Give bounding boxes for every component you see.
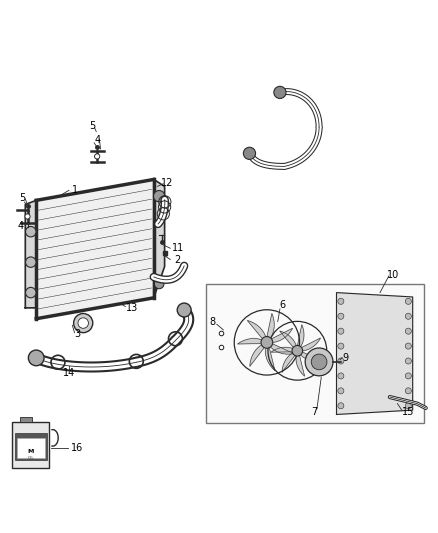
Circle shape <box>338 373 344 379</box>
Circle shape <box>95 154 100 159</box>
Circle shape <box>74 313 93 333</box>
Polygon shape <box>267 313 274 337</box>
Polygon shape <box>336 293 413 415</box>
Circle shape <box>153 190 165 202</box>
Polygon shape <box>154 180 165 298</box>
Polygon shape <box>282 353 295 372</box>
Circle shape <box>338 313 344 319</box>
Polygon shape <box>296 356 304 376</box>
Text: 15: 15 <box>402 407 414 417</box>
Circle shape <box>338 358 344 364</box>
Text: 2: 2 <box>174 255 181 265</box>
Bar <box>206 284 424 423</box>
Text: 10: 10 <box>387 270 399 280</box>
Bar <box>12 422 49 467</box>
Circle shape <box>28 350 44 366</box>
Circle shape <box>305 348 333 376</box>
Circle shape <box>405 343 411 349</box>
Circle shape <box>292 345 303 356</box>
Text: 12: 12 <box>161 177 173 188</box>
Circle shape <box>338 328 344 334</box>
Polygon shape <box>271 347 292 352</box>
Circle shape <box>338 343 344 349</box>
Polygon shape <box>297 325 304 346</box>
Circle shape <box>311 354 327 370</box>
Circle shape <box>177 303 191 317</box>
Text: 9: 9 <box>342 352 348 362</box>
Circle shape <box>405 358 411 364</box>
Polygon shape <box>247 320 265 338</box>
Polygon shape <box>271 344 294 354</box>
Text: 14: 14 <box>63 368 75 378</box>
Text: 7: 7 <box>311 407 318 417</box>
Circle shape <box>405 403 411 409</box>
Circle shape <box>405 328 411 334</box>
Text: 4: 4 <box>94 135 100 146</box>
Circle shape <box>338 298 344 304</box>
Text: 1: 1 <box>72 185 78 195</box>
Circle shape <box>274 86 286 99</box>
Bar <box>15 433 47 460</box>
Polygon shape <box>302 338 321 351</box>
Circle shape <box>405 298 411 304</box>
Circle shape <box>244 147 255 159</box>
Text: 5: 5 <box>19 193 25 203</box>
Text: 3: 3 <box>74 329 81 339</box>
Circle shape <box>405 373 411 379</box>
Text: 16: 16 <box>71 443 84 453</box>
Text: M: M <box>28 449 34 454</box>
Circle shape <box>261 336 273 348</box>
Circle shape <box>78 318 88 328</box>
Circle shape <box>405 313 411 319</box>
Polygon shape <box>36 180 154 319</box>
Circle shape <box>338 403 344 409</box>
Polygon shape <box>280 331 296 347</box>
Text: 8: 8 <box>209 317 215 327</box>
Bar <box>20 417 32 422</box>
Polygon shape <box>265 349 275 370</box>
Text: 4: 4 <box>18 221 24 231</box>
Polygon shape <box>272 328 293 342</box>
Polygon shape <box>250 345 264 366</box>
Polygon shape <box>25 200 36 308</box>
Circle shape <box>338 388 344 394</box>
Bar <box>17 438 45 457</box>
Text: 13: 13 <box>126 303 138 313</box>
Circle shape <box>25 287 36 298</box>
Text: OIL: OIL <box>28 456 34 459</box>
Text: 5: 5 <box>90 122 96 131</box>
Text: 6: 6 <box>279 300 285 310</box>
Circle shape <box>154 279 164 289</box>
Circle shape <box>25 257 36 268</box>
Circle shape <box>25 214 30 219</box>
Circle shape <box>25 227 36 237</box>
Text: 11: 11 <box>172 243 184 253</box>
Polygon shape <box>301 352 322 361</box>
Polygon shape <box>237 338 261 344</box>
Circle shape <box>405 388 411 394</box>
